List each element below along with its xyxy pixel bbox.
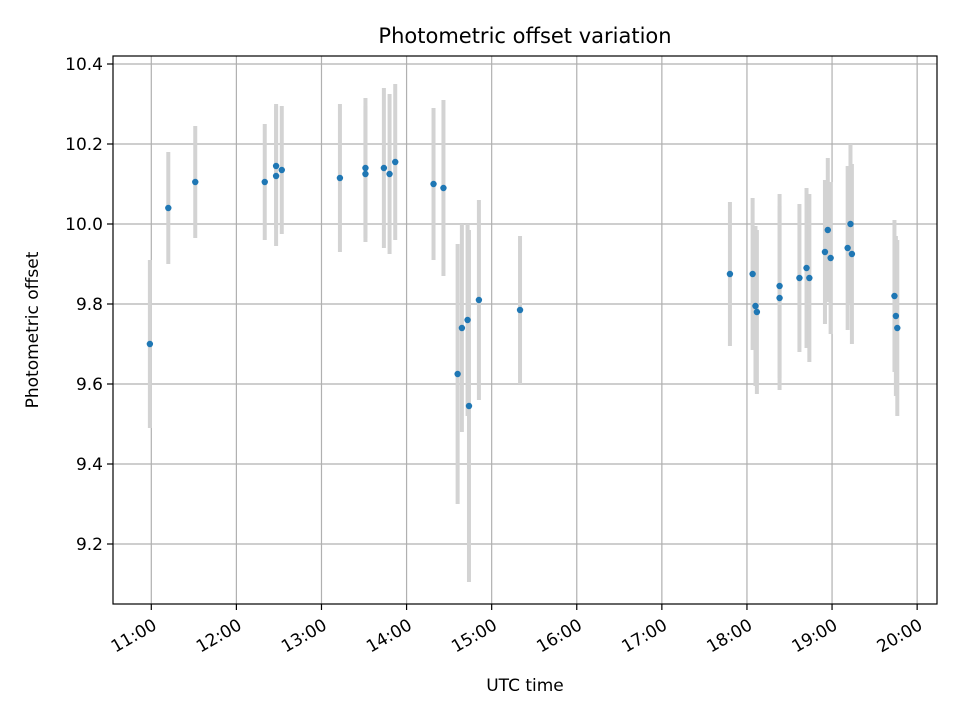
y-tick-label: 10.4 (65, 55, 103, 75)
plot-frame (112, 55, 938, 605)
chart-title: Photometric offset variation (378, 24, 671, 48)
data-point (894, 324, 901, 332)
data-point (362, 164, 369, 172)
data-point (821, 248, 829, 256)
data-point (776, 282, 783, 290)
data-point (844, 244, 851, 252)
y-tick-label: 10.2 (65, 135, 103, 155)
grid-lines (113, 56, 937, 604)
data-point (440, 184, 447, 192)
data-point (806, 274, 813, 282)
data-point (475, 296, 483, 304)
data-point (272, 162, 280, 170)
data-point (752, 302, 759, 310)
data-point (454, 370, 461, 378)
data-point (516, 306, 524, 314)
y-tick-label: 9.8 (76, 295, 103, 315)
data-point (749, 270, 756, 278)
data-point (776, 294, 783, 302)
data-point (336, 174, 344, 182)
data-point (848, 250, 856, 258)
data-point (458, 324, 466, 332)
data-point (847, 220, 854, 228)
data-points (146, 158, 901, 410)
data-point (796, 274, 803, 282)
data-point (272, 172, 280, 180)
y-tick-label: 9.4 (76, 455, 103, 475)
data-point (386, 170, 393, 178)
y-axis-label: Photometric offset (23, 251, 43, 408)
data-point (753, 308, 761, 316)
data-point (824, 226, 831, 234)
data-point (192, 178, 199, 186)
x-axis-label: UTC time (486, 676, 564, 696)
data-point (891, 292, 898, 300)
y-tick-label: 9.6 (76, 375, 103, 395)
data-point (827, 254, 834, 262)
data-point (464, 316, 471, 324)
data-point (892, 312, 900, 320)
data-point (261, 178, 268, 186)
y-tick-label: 10.0 (65, 215, 103, 235)
data-point (380, 164, 388, 172)
data-point (465, 402, 473, 410)
data-point (278, 166, 285, 174)
data-point (430, 180, 437, 188)
y-axis-ticks: 9.2 9.4 9.6 9.8 10.0 10.2 10.4 (65, 55, 113, 555)
data-point (362, 170, 369, 178)
data-point (726, 270, 734, 278)
data-point (392, 158, 399, 166)
data-point (165, 204, 172, 212)
y-tick-label: 9.2 (76, 535, 103, 555)
data-point (803, 264, 810, 272)
data-point (146, 340, 154, 348)
